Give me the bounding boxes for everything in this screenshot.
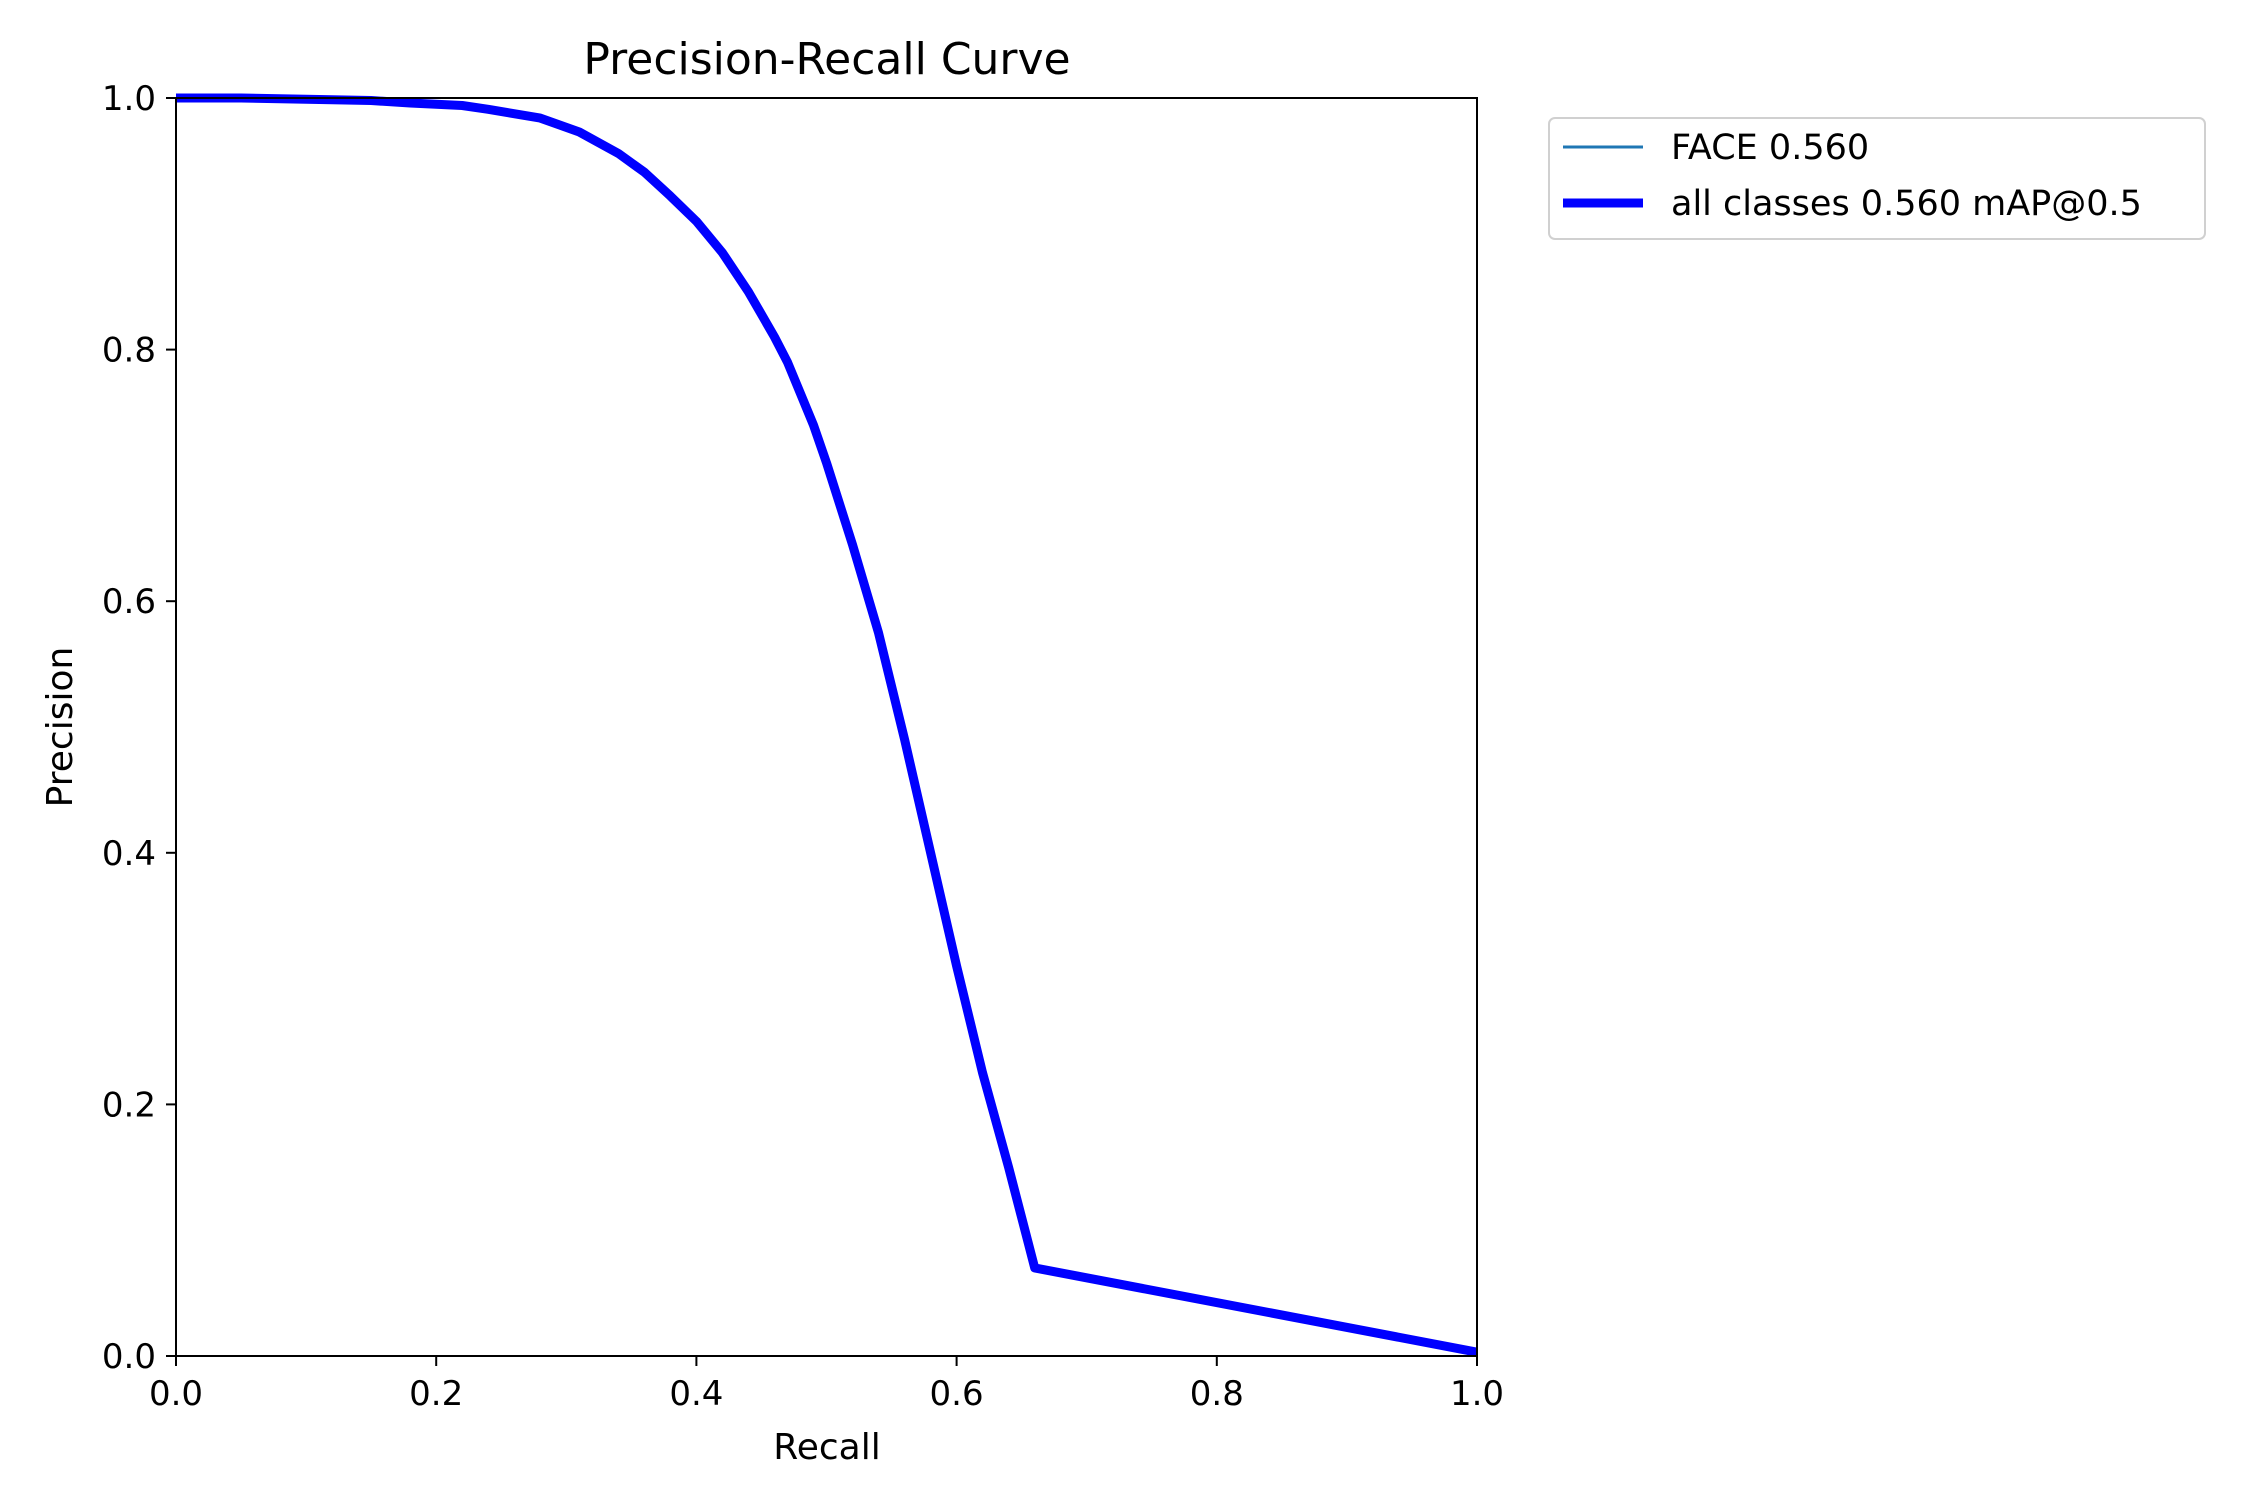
legend-frame xyxy=(1548,117,2206,240)
chart-title: Precision-Recall Curve xyxy=(583,34,1070,85)
legend: FACE 0.560 all classes 0.560 mAP@0.5 xyxy=(1548,117,2206,240)
x-tick-label: 0.4 xyxy=(669,1374,723,1414)
x-axis-label: Recall xyxy=(773,1427,880,1468)
legend-label-all-classes: all classes 0.560 mAP@0.5 xyxy=(1671,184,2142,224)
y-tick-label: 0.0 xyxy=(102,1337,156,1377)
y-tick-label: 0.4 xyxy=(102,834,156,874)
y-tick-label: 0.6 xyxy=(102,582,156,622)
legend-label-face: FACE 0.560 xyxy=(1671,128,1869,168)
series-line-1 xyxy=(176,93,1478,1357)
y-tick-label: 1.0 xyxy=(102,79,156,119)
y-tick-label: 0.2 xyxy=(102,1085,156,1125)
x-tick-label: 0.8 xyxy=(1190,1374,1244,1414)
plot-frame xyxy=(175,97,1478,1357)
plot-area xyxy=(176,93,1478,1357)
y-tick-label: 0.8 xyxy=(102,331,156,371)
x-axis-ticks: 0.0 0.2 0.4 0.6 0.8 1.0 xyxy=(149,1356,1504,1414)
series-line-0 xyxy=(176,96,1478,1354)
x-tick-label: 0.0 xyxy=(149,1374,203,1414)
y-axis-ticks: 0.0 0.2 0.4 0.6 0.8 1.0 xyxy=(102,79,176,1377)
y-axis-label: Precision xyxy=(40,647,81,808)
x-tick-label: 1.0 xyxy=(1450,1374,1504,1414)
x-tick-label: 0.6 xyxy=(930,1374,984,1414)
x-tick-label: 0.2 xyxy=(409,1374,463,1414)
